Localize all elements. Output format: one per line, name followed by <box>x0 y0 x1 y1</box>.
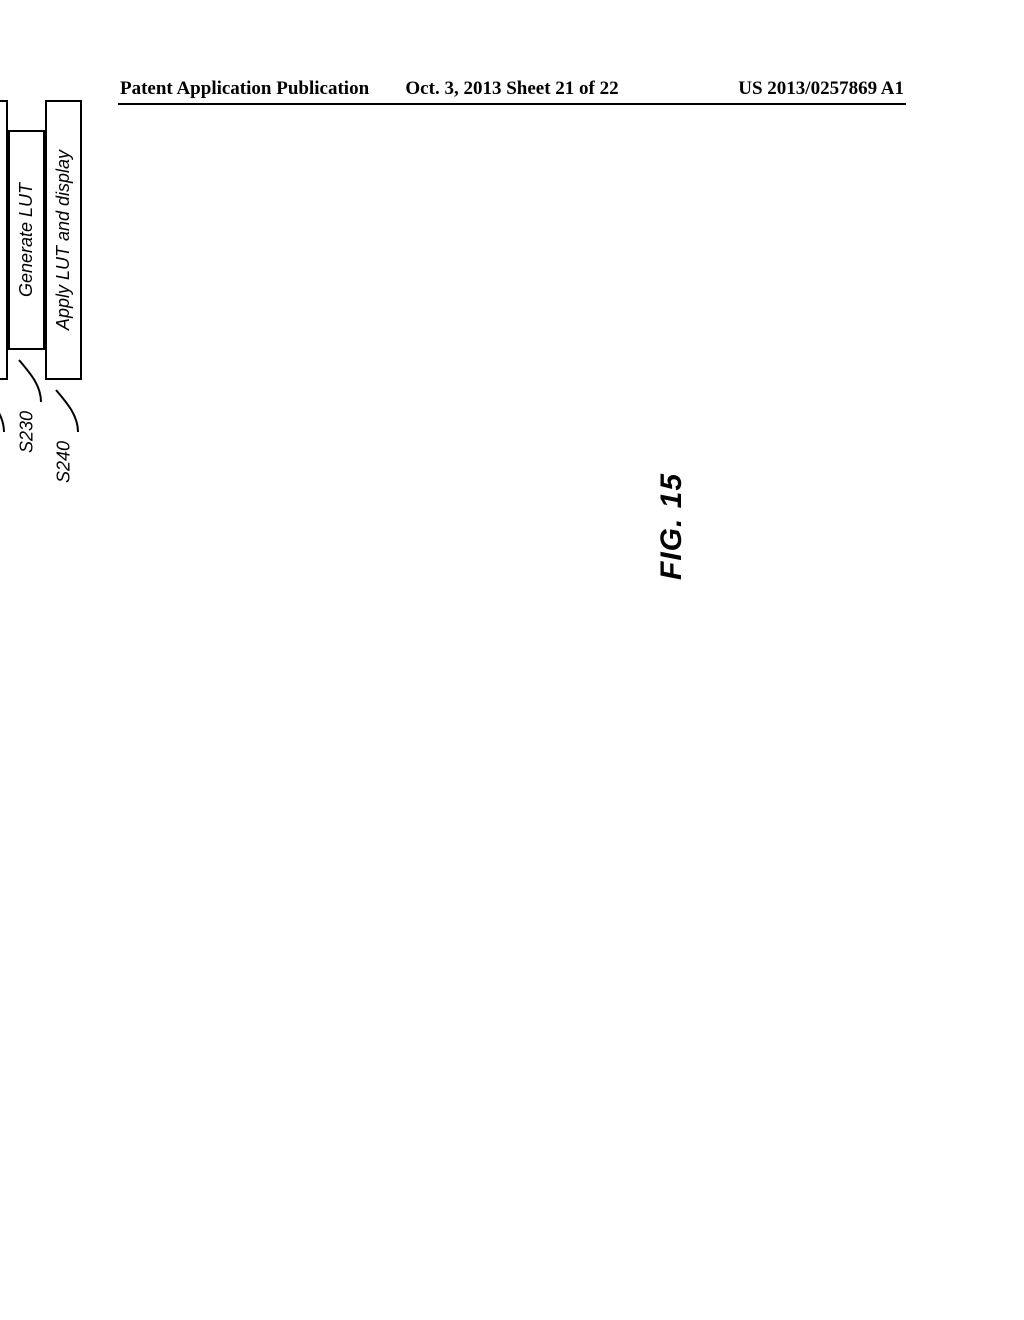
flow-step-box: Enhance local contrastS220 <box>0 100 8 380</box>
flow-step-box: Generate LUTS230 <box>8 130 45 350</box>
header-patent-number: US 2013/0257869 A1 <box>738 78 904 100</box>
figure-label: FIG. 15 <box>655 473 689 580</box>
step-id-label: S230 <box>16 411 37 453</box>
flow-step-box: Apply LUT and displayS240 <box>45 100 82 380</box>
page-header: Patent Application Publication Oct. 3, 2… <box>0 78 1024 100</box>
step-id-label: S240 <box>53 441 74 483</box>
header-date-sheet: Oct. 3, 2013 Sheet 21 of 22 <box>405 78 618 100</box>
flowchart: Reconstructed 3-D imageSelect 3-D ROIS20… <box>190 80 402 400</box>
